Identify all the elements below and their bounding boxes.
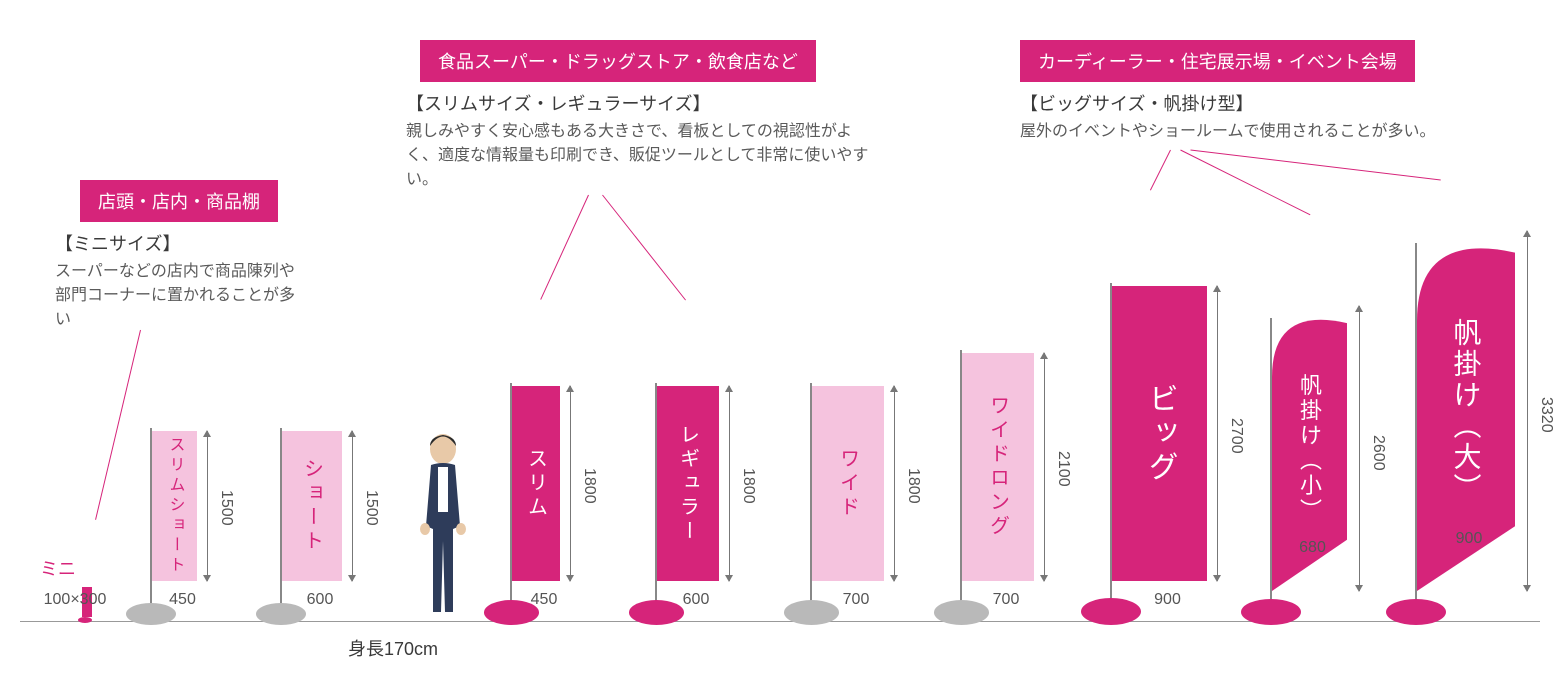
flag-ミニ: ミニ100×300 bbox=[80, 531, 98, 621]
cat-big-badge: カーディーラー・住宅展示場・イベント会場 bbox=[1020, 40, 1415, 82]
dim-arrow bbox=[729, 386, 730, 581]
sail-height-label: 2600 bbox=[1369, 435, 1387, 471]
dim-arrow bbox=[1527, 231, 1528, 591]
size-comparison-diagram: 店頭・店内・商品棚【ミニサイズ】スーパーなどの店内で商品陳列や部門コーナーに置か… bbox=[20, 20, 1540, 660]
dim-arrow bbox=[894, 386, 895, 581]
flag-ワイド: ワイド7001800 bbox=[810, 366, 882, 621]
flag-スリム ショート: スリムショート4501500 bbox=[150, 411, 200, 621]
person-svg bbox=[408, 431, 478, 616]
flag-label: ショート bbox=[298, 458, 327, 554]
flag-width-label: 900 bbox=[1100, 591, 1235, 609]
flag-body: ワイド bbox=[812, 386, 884, 581]
flag-width-label: 600 bbox=[270, 591, 370, 609]
flag-height-label: 1800 bbox=[739, 468, 757, 504]
person-silhouette bbox=[408, 431, 478, 621]
flag-body: スリムショート bbox=[152, 431, 197, 581]
flag-label: ビッグ bbox=[1138, 383, 1182, 485]
flag-body: レギュラー bbox=[657, 386, 719, 581]
flag-ショート: ショート6001500 bbox=[280, 411, 340, 621]
flag-width-label: 450 bbox=[500, 591, 588, 609]
dim-arrow bbox=[352, 431, 353, 581]
dim-arrow bbox=[1044, 353, 1045, 581]
flag-label: スリム bbox=[522, 448, 551, 520]
flag-body: ビッグ bbox=[1112, 286, 1207, 581]
flag-height-label: 2700 bbox=[1227, 418, 1245, 454]
cat-slim-badge: 食品スーパー・ドラッグストア・飲食店など bbox=[420, 40, 816, 82]
flag-height-label: 1800 bbox=[904, 468, 922, 504]
sail-label: 帆掛け（大） bbox=[1451, 318, 1482, 504]
flag-スリム: スリム4501800 bbox=[510, 366, 565, 621]
flag-base bbox=[1386, 599, 1446, 625]
flag-height-label: 1800 bbox=[580, 468, 598, 504]
sail-width-label: 680 bbox=[1265, 539, 1360, 557]
flag-width-label: 700 bbox=[950, 591, 1062, 609]
cat-slim-subtitle: 【スリムサイズ・レギュラーサイズ】 bbox=[406, 90, 711, 116]
flag-base bbox=[1241, 599, 1301, 625]
sail-width-label: 900 bbox=[1410, 530, 1528, 548]
flag-ビッグ: ビッグ9002700 bbox=[1110, 266, 1205, 621]
flag-width-label: 700 bbox=[800, 591, 912, 609]
flag-height-label: 1500 bbox=[217, 490, 235, 526]
flag-height-label: 1500 bbox=[362, 490, 380, 526]
flag-label: レギュラー bbox=[674, 424, 703, 544]
flag-label: ワイド bbox=[834, 448, 863, 520]
flag-body: ショート bbox=[282, 431, 342, 581]
sail-帆掛け（小）: 帆掛け（小）6802600 bbox=[1270, 286, 1375, 621]
flag-height-label: 2100 bbox=[1054, 451, 1072, 487]
flag-base bbox=[78, 617, 92, 623]
dim-arrow bbox=[1217, 286, 1218, 581]
dim-arrow bbox=[207, 431, 208, 581]
flag-レギュラー: レギュラー6001800 bbox=[655, 366, 717, 621]
cat-big-description: 屋外のイベントやショールームで使用されることが多い。 bbox=[1020, 120, 1500, 144]
sail-height-label: 3320 bbox=[1537, 397, 1555, 433]
flag-body: スリム bbox=[512, 386, 560, 581]
sail-label: 帆掛け（小） bbox=[1297, 374, 1322, 524]
sail-帆掛け（大）: 帆掛け（大）9003320 bbox=[1415, 211, 1543, 621]
dim-arrow bbox=[570, 386, 571, 581]
cat-big-subtitle: 【ビッグサイズ・帆掛け型】 bbox=[1020, 90, 1253, 116]
flag-label: ワイドロング bbox=[984, 395, 1013, 539]
flag-label: ミニ bbox=[40, 555, 76, 581]
person-height-label: 身長170cm bbox=[348, 635, 438, 661]
flag-width-label: 450 bbox=[140, 591, 225, 609]
flag-label: スリムショート bbox=[163, 436, 187, 576]
flag-body: ワイドロング bbox=[962, 353, 1034, 581]
flag-width-label: 600 bbox=[645, 591, 747, 609]
flag-width-label: 100×300 bbox=[25, 591, 125, 609]
flags-baseline: ミニ100×300スリムショート4501500ショート6001500スリム450… bbox=[20, 172, 1540, 622]
flag-ワイドロング: ワイドロング7002100 bbox=[960, 333, 1032, 621]
dim-arrow bbox=[1359, 306, 1360, 591]
